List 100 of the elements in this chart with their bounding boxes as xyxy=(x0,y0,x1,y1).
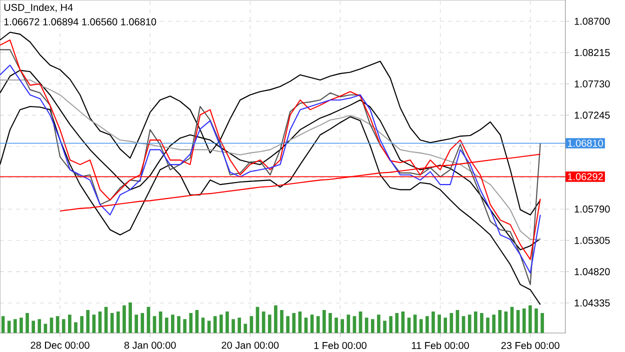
bar xyxy=(340,319,344,333)
y-tick-label: 1.08215 xyxy=(574,49,610,56)
bar xyxy=(401,312,405,333)
bar xyxy=(522,308,526,333)
bar xyxy=(232,319,235,333)
bar xyxy=(183,319,186,333)
bar xyxy=(492,314,496,333)
bar xyxy=(298,312,302,333)
x-tick-label: 1 Feb 00:00 xyxy=(314,342,366,350)
bar xyxy=(195,310,199,333)
bar xyxy=(504,312,508,333)
bar xyxy=(122,305,126,333)
bar xyxy=(456,310,460,333)
bar xyxy=(220,314,223,333)
bar xyxy=(274,305,278,333)
bar xyxy=(86,310,90,333)
bar xyxy=(268,314,272,333)
bar xyxy=(292,313,296,333)
bar xyxy=(474,312,478,333)
x-tick-label: 8 Jan 00:00 xyxy=(124,342,176,349)
bar xyxy=(74,322,78,333)
bar xyxy=(80,316,84,333)
bar xyxy=(352,316,356,333)
annotation: 1.06672 1.06894 1.06560 1.06810 xyxy=(4,18,156,26)
bar xyxy=(286,316,290,333)
bar xyxy=(68,314,72,333)
bar xyxy=(56,316,60,333)
x-tick-label: 23 Feb 00:00 xyxy=(501,342,560,350)
bar xyxy=(110,313,114,333)
bar xyxy=(62,319,66,333)
y-tick-label: 1.07245 xyxy=(574,112,610,119)
bar xyxy=(189,313,193,333)
y-tick-label: 1.04820 xyxy=(574,268,610,276)
y-tick-label: 1.07730 xyxy=(574,80,610,88)
bar xyxy=(238,318,242,333)
bar xyxy=(128,302,132,333)
bar xyxy=(98,312,102,333)
bar xyxy=(468,314,472,333)
bar xyxy=(213,316,217,333)
bar xyxy=(510,306,514,333)
bar xyxy=(38,319,42,333)
bar xyxy=(377,314,380,333)
y-tick-label: 1.04335 xyxy=(574,299,610,307)
bar xyxy=(244,324,248,333)
bar xyxy=(146,306,150,333)
bar xyxy=(256,306,260,333)
bar xyxy=(140,313,144,333)
y-tick-label: 1.08700 xyxy=(574,18,610,25)
ref-line-label: 1.06292 xyxy=(568,173,603,180)
bar xyxy=(177,316,180,333)
bar xyxy=(1,316,5,333)
bar xyxy=(534,308,538,333)
bar xyxy=(364,318,368,333)
bar xyxy=(516,310,520,333)
y-tick-label: 1.05305 xyxy=(574,236,610,244)
bar xyxy=(280,310,284,333)
bar xyxy=(486,318,490,333)
bar xyxy=(444,318,448,333)
bar xyxy=(480,313,484,333)
bar xyxy=(322,310,326,333)
bar xyxy=(152,316,156,333)
bar xyxy=(498,310,502,333)
ref-line-label: 1.06810 xyxy=(568,140,603,147)
bar xyxy=(426,316,429,333)
x-tick-label: 28 Dec 00:00 xyxy=(30,342,90,349)
bar xyxy=(370,319,374,333)
bar xyxy=(201,318,205,333)
bar xyxy=(13,319,17,333)
x-tick-label: 11 Feb 00:00 xyxy=(412,342,469,350)
bar xyxy=(104,306,108,333)
bar xyxy=(20,318,23,333)
bar xyxy=(116,312,120,333)
bar xyxy=(358,312,362,333)
bar xyxy=(226,312,229,333)
bar xyxy=(419,319,423,333)
bar xyxy=(462,316,466,333)
bar xyxy=(407,318,411,333)
bar xyxy=(450,313,454,333)
bar xyxy=(432,312,435,333)
bar xyxy=(7,320,11,333)
bar xyxy=(395,313,399,333)
bar xyxy=(413,314,417,333)
bar xyxy=(334,318,338,333)
bar xyxy=(389,316,392,333)
bar xyxy=(158,312,162,333)
bar xyxy=(92,314,96,333)
chart-title: USD_Index, H4 xyxy=(4,4,73,13)
bar xyxy=(250,316,254,333)
bar xyxy=(171,314,174,333)
bar xyxy=(304,318,308,333)
x-tick-label: 20 Jan 00:00 xyxy=(222,342,279,349)
bar xyxy=(328,313,332,333)
bar xyxy=(383,320,386,333)
bar xyxy=(262,312,266,333)
bar xyxy=(134,314,138,333)
bar xyxy=(164,318,168,333)
bar xyxy=(540,313,544,333)
bar xyxy=(50,318,54,333)
bar xyxy=(26,313,29,333)
y-tick-label: 1.05790 xyxy=(574,206,610,213)
